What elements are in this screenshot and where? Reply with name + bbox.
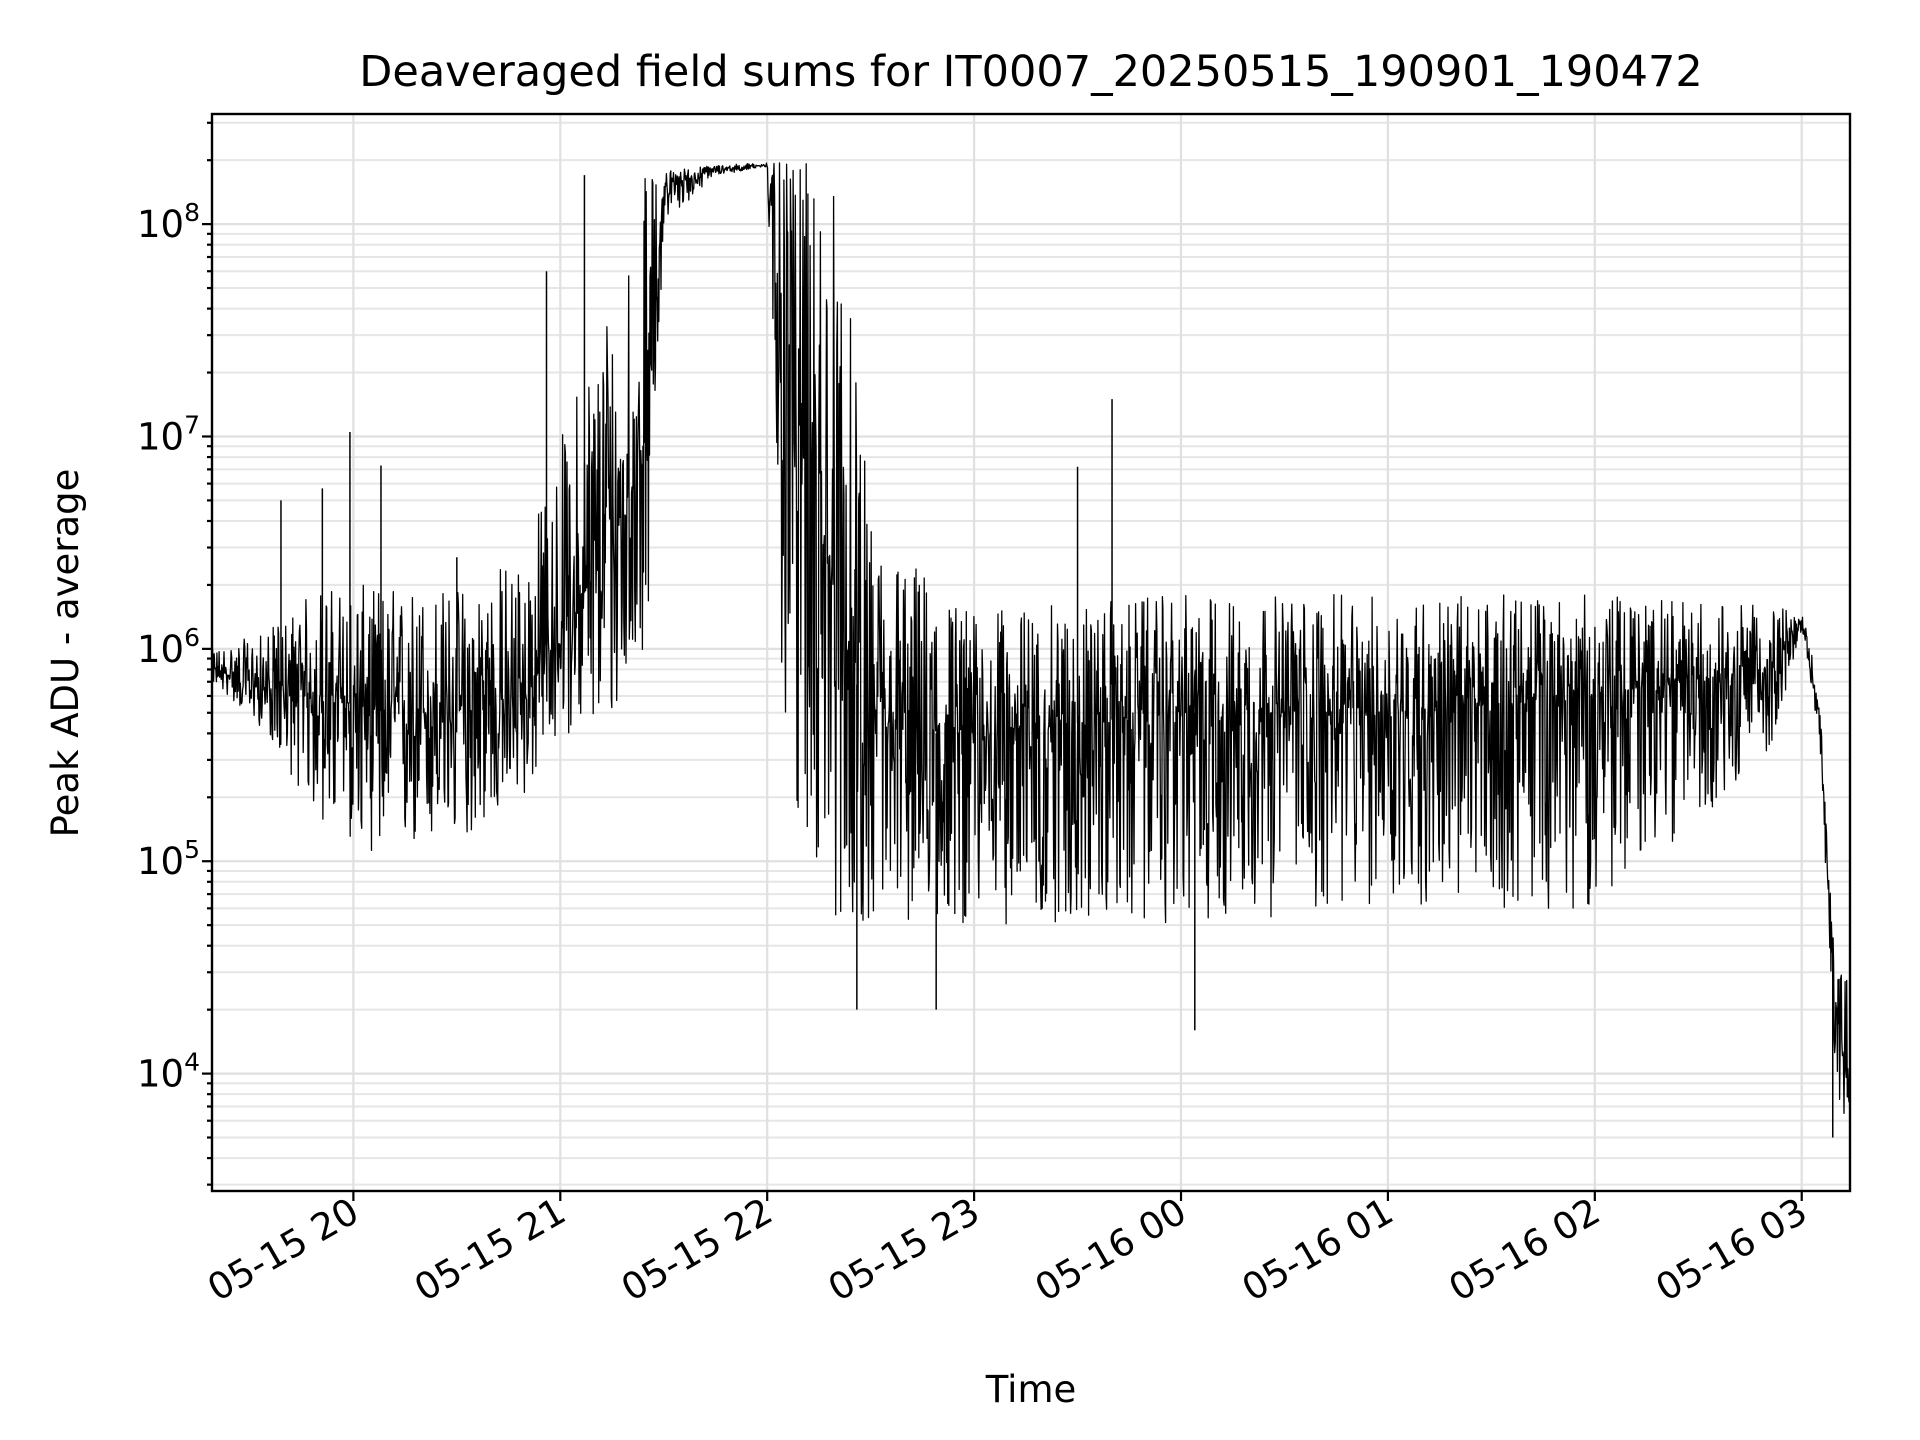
chart-title: Deaveraged field sums for IT0007_2025051… [359, 47, 1702, 97]
y-tick-label-base: 10 [137, 628, 184, 671]
x-tick-label: 05-16 03 [1649, 1190, 1815, 1310]
x-tick-label: 05-15 21 [407, 1190, 573, 1310]
y-tick-label-base: 10 [137, 203, 184, 246]
x-tick-label: 05-16 02 [1442, 1190, 1608, 1310]
x-tick-label: 05-15 20 [200, 1190, 366, 1310]
y-tick-label: 105 [137, 835, 200, 883]
y-tick-label-exponent: 7 [184, 410, 200, 439]
y-tick-label: 107 [137, 410, 200, 458]
y-tick-label-exponent: 8 [184, 198, 200, 227]
y-tick-label: 108 [137, 198, 200, 246]
x-tick-label: 05-15 22 [614, 1190, 780, 1310]
y-tick-label-base: 10 [137, 840, 184, 883]
y-axis-label: Peak ADU - average [44, 469, 87, 838]
x-axis-label: Time [985, 1368, 1077, 1411]
data-series-layer [211, 162, 1851, 1138]
y-tick-label-exponent: 5 [184, 835, 200, 864]
plot-frame [210, 112, 1852, 1193]
x-tick-label: 05-16 00 [1028, 1190, 1194, 1310]
y-tick-label-exponent: 6 [184, 623, 200, 652]
data-series-line [211, 162, 1851, 1128]
y-tick-label-exponent: 4 [184, 1048, 200, 1077]
y-tick-label: 104 [137, 1048, 200, 1096]
y-tick-label: 106 [137, 623, 200, 671]
y-tick-label-base: 10 [137, 415, 184, 458]
x-tick-label: 05-15 23 [821, 1190, 987, 1310]
y-tick-label-base: 10 [137, 1053, 184, 1096]
x-tick-label: 05-16 01 [1235, 1190, 1401, 1310]
